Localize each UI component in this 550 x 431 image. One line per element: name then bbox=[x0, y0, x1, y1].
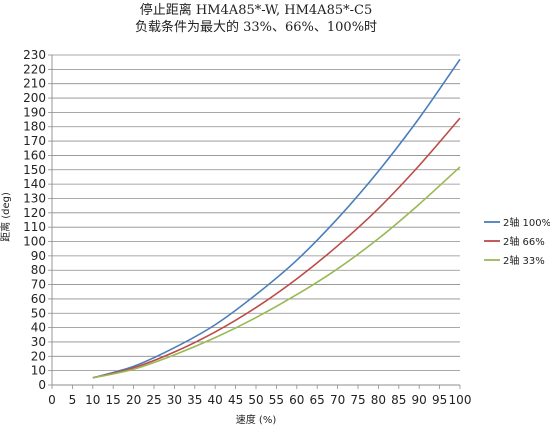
y-tick-labels: 0102030405060708090100110120130140150160… bbox=[23, 48, 46, 392]
y-tick-label: 70 bbox=[31, 278, 46, 292]
x-tick-label: 85 bbox=[391, 393, 406, 407]
y-tick-label: 120 bbox=[23, 206, 46, 220]
y-tick-label: 200 bbox=[23, 91, 46, 105]
y-tick-label: 130 bbox=[23, 191, 46, 205]
y-tick-label: 150 bbox=[23, 163, 46, 177]
series-lines bbox=[92, 58, 461, 379]
x-tick-label: 50 bbox=[248, 393, 263, 407]
x-axis-label: 速度 (%) bbox=[236, 413, 277, 426]
x-tick-label: 95 bbox=[432, 393, 447, 407]
x-tick-label: 60 bbox=[289, 393, 304, 407]
y-tick-label: 10 bbox=[31, 364, 46, 378]
x-tick-label: 80 bbox=[371, 393, 386, 407]
x-tick-label: 20 bbox=[126, 393, 141, 407]
x-tick-label: 5 bbox=[69, 393, 77, 407]
y-tick-label: 30 bbox=[31, 335, 46, 349]
gridlines bbox=[52, 54, 460, 372]
legend-label-0: 2轴 100% bbox=[503, 216, 550, 229]
y-tick-label: 40 bbox=[31, 321, 46, 335]
y-tick-label: 170 bbox=[23, 134, 46, 148]
y-tick-label: 90 bbox=[31, 249, 46, 263]
x-tick-labels: 0 5 10 15 20 25 30 35 40 45 50 55 60 65 70 75 80 85 90 95 10… bbox=[48, 393, 471, 407]
axes bbox=[48, 54, 461, 389]
legend-label-2: 2轴 33% bbox=[503, 254, 545, 267]
legend: 2轴 100% 2轴 66% 2轴 33% bbox=[484, 216, 550, 267]
x-tick-label: 75 bbox=[350, 393, 365, 407]
y-tick-label: 230 bbox=[23, 48, 46, 62]
x-tick-label: 15 bbox=[106, 393, 121, 407]
x-tick-label: 30 bbox=[167, 393, 182, 407]
y-axis-label: 距离 (deg) bbox=[0, 192, 12, 242]
y-tick-label: 210 bbox=[23, 77, 46, 91]
x-tick-label: 45 bbox=[228, 393, 243, 407]
chart-title: 停止距离 HM4A85*-W, HM4A85*-C5 bbox=[140, 2, 372, 18]
x-tick-label: 100 bbox=[449, 393, 472, 407]
x-tick-label: 35 bbox=[187, 393, 202, 407]
y-tick-label: 220 bbox=[23, 62, 46, 76]
x-tick-label: 25 bbox=[146, 393, 161, 407]
x-tick-label: 10 bbox=[85, 393, 100, 407]
series-line-2 bbox=[92, 166, 461, 379]
y-tick-label: 60 bbox=[31, 292, 46, 306]
series-line-0 bbox=[92, 58, 461, 379]
legend-label-1: 2轴 66% bbox=[503, 235, 545, 248]
chart-subtitle: 负载条件为最大的 33%、66%、100%时 bbox=[135, 19, 377, 35]
y-tick-label: 20 bbox=[31, 349, 46, 363]
y-tick-label: 100 bbox=[23, 235, 46, 249]
x-tick-label: 70 bbox=[330, 393, 345, 407]
series-line-1 bbox=[92, 117, 461, 379]
y-tick-label: 50 bbox=[31, 306, 46, 320]
y-tick-label: 180 bbox=[23, 120, 46, 134]
y-tick-label: 0 bbox=[38, 378, 46, 392]
y-tick-label: 80 bbox=[31, 263, 46, 277]
x-tick-label: 90 bbox=[412, 393, 427, 407]
y-tick-label: 140 bbox=[23, 177, 46, 191]
y-tick-label: 190 bbox=[23, 105, 46, 119]
y-tick-label: 160 bbox=[23, 148, 46, 162]
x-tick-label: 40 bbox=[208, 393, 223, 407]
x-tick-label: 65 bbox=[310, 393, 325, 407]
x-tick-label: 55 bbox=[269, 393, 284, 407]
y-tick-label: 110 bbox=[23, 220, 46, 234]
x-tick-label: 0 bbox=[48, 393, 56, 407]
